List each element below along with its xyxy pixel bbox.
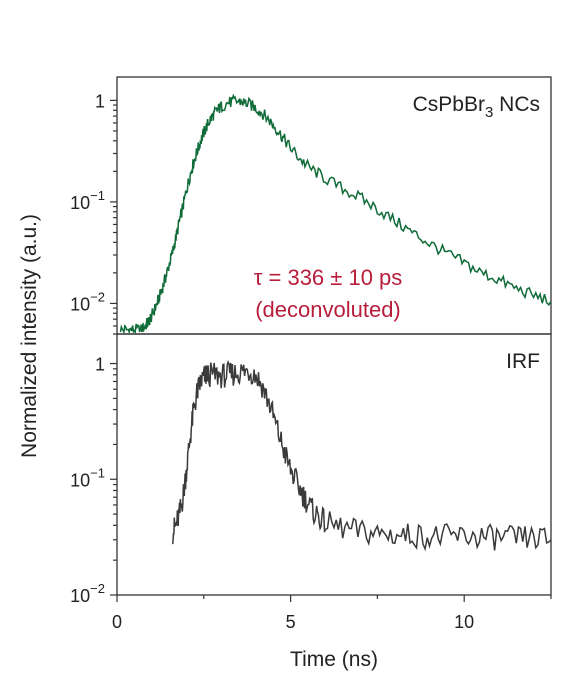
x-tick-10: 10: [454, 612, 474, 632]
x-tick-5: 5: [286, 612, 296, 632]
axis-ticks: [110, 99, 552, 602]
top-y-tick-0-1: 10−1: [70, 188, 105, 213]
bottom-y-tick-0-1: 10−1: [70, 465, 105, 490]
top-y-tick-0-01: 10−2: [70, 289, 105, 314]
lifetime-annotation: τ = 336 ± 10 ps: [254, 265, 403, 290]
bottom-y-tick-0-01: 10−2: [70, 581, 105, 606]
y-axis-title: Normalized intensity (a.u.): [18, 214, 41, 458]
irf-line: [171, 360, 552, 552]
bottom-panel-label: IRF: [506, 350, 540, 373]
top-panel-label: CsPbBr3 NCs: [413, 93, 540, 121]
bottom-y-tick-1: 1: [95, 355, 105, 375]
x-tick-0: 0: [112, 612, 122, 632]
bottom-panel-frame: [116, 333, 552, 596]
deconvoluted-annotation: (deconvoluted): [255, 297, 401, 322]
csp-decay-line: [119, 93, 552, 335]
top-y-tick-1: 1: [95, 91, 105, 111]
x-axis-title: Time (ns): [290, 648, 378, 671]
